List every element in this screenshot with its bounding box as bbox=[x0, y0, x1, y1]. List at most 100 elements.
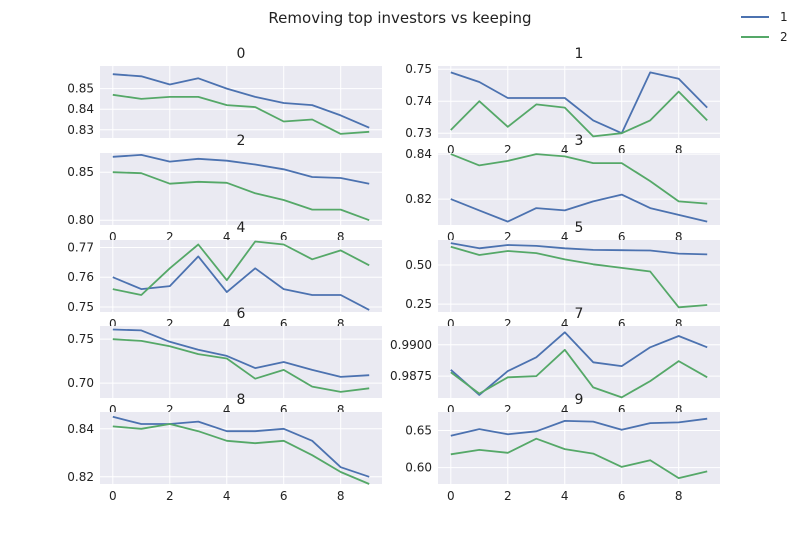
x-tick-label: 4 bbox=[223, 230, 231, 244]
y-tick-label: 0.84 bbox=[67, 102, 94, 116]
subplot-title: 0 bbox=[237, 46, 246, 62]
subplot-4: 40.750.760.770 2 4 6 8 bbox=[67, 220, 382, 331]
y-tick-label: 0.80 bbox=[67, 213, 94, 227]
x-tick-label: 4 bbox=[561, 403, 569, 417]
x-tick-label: 2 bbox=[166, 317, 174, 331]
series-line-1 bbox=[112, 153, 370, 185]
x-tick-label: 2 bbox=[504, 489, 512, 503]
x-tick-label: 2 bbox=[504, 403, 512, 417]
y-tick-label: 0.73 bbox=[405, 126, 432, 140]
x-tick-label: 6 bbox=[280, 317, 288, 331]
x-tick-label: 0 bbox=[447, 230, 455, 244]
x-tick-label: 8 bbox=[337, 403, 345, 417]
x-tick-label: 0 bbox=[109, 230, 117, 244]
series-line-2 bbox=[112, 171, 370, 222]
series-line-1 bbox=[450, 417, 708, 437]
legend-label-1: 1 bbox=[780, 10, 788, 24]
x-tick-label: 8 bbox=[337, 489, 345, 503]
x-tick-label: 8 bbox=[675, 403, 683, 417]
subplot-7: 7 0.9875 0.9900 0 2 4 6 8 bbox=[390, 306, 720, 417]
x-tick-label: 8 bbox=[675, 489, 683, 503]
x-tick-label: 8 bbox=[675, 317, 683, 331]
y-tick-label: 0.84 bbox=[67, 422, 94, 436]
x-tick-label: 2 bbox=[166, 230, 174, 244]
y-tick-label: 0.70 bbox=[67, 376, 94, 390]
y-tick-label: 0.82 bbox=[67, 470, 94, 484]
y-tick-label: 0.85 bbox=[67, 165, 94, 179]
plot-area bbox=[100, 412, 382, 484]
legend: 1 2 bbox=[741, 10, 788, 44]
y-tick-label: 0.75 bbox=[405, 62, 432, 76]
x-tick-label: 8 bbox=[337, 317, 345, 331]
series-line-1 bbox=[112, 415, 370, 478]
subplot-8: 8 0.82 0.84 0 2 4 6 8 bbox=[67, 392, 382, 503]
y-tick-label: 0.50 bbox=[405, 258, 432, 272]
x-tick-label: 2 bbox=[504, 317, 512, 331]
y-tick-label: 0.75 bbox=[67, 332, 94, 346]
plot-area bbox=[438, 412, 720, 484]
series-line-2 bbox=[450, 437, 708, 480]
y-tick-label: 0.9900 bbox=[390, 338, 432, 352]
subplot-0: 0 0.83 0.84 0.85 bbox=[67, 46, 382, 138]
x-tick-label: 6 bbox=[280, 489, 288, 503]
y-tick-label: 0.82 bbox=[405, 192, 432, 206]
series-line-2 bbox=[450, 348, 708, 399]
series-line-2 bbox=[450, 90, 708, 138]
subplot-title: 8 bbox=[237, 392, 246, 408]
subplot-9: 9 0.60 0.65 0 2 4 6 8 bbox=[405, 392, 720, 503]
x-tick-label: 0 bbox=[447, 143, 455, 157]
y-tick-label: 0.77 bbox=[67, 240, 94, 254]
x-tick-label: 2 bbox=[504, 230, 512, 244]
y-tick-label: 0.84 bbox=[405, 147, 432, 161]
subplot-title: 9 bbox=[575, 392, 584, 408]
x-tick-label: 4 bbox=[223, 317, 231, 331]
subplot-6: 6 0.70 0.75 0 2 4 6 8 bbox=[67, 306, 382, 417]
y-tick-label: 0.25 bbox=[405, 297, 432, 311]
x-tick-label: 0 bbox=[109, 403, 117, 417]
x-tick-label: 0 bbox=[109, 317, 117, 331]
series-line-2 bbox=[450, 245, 708, 309]
y-tick-label: 0.74 bbox=[405, 94, 432, 108]
x-tick-label: 4 bbox=[223, 403, 231, 417]
chart-title: Removing top investors vs keeping bbox=[268, 9, 531, 27]
series-line-1 bbox=[112, 328, 370, 378]
subplot-title: 5 bbox=[575, 220, 584, 236]
series-line-1 bbox=[450, 331, 708, 396]
x-tick-label: 6 bbox=[618, 230, 626, 244]
series-line-2 bbox=[450, 153, 708, 205]
x-tick-label: 6 bbox=[280, 403, 288, 417]
x-tick-label: 4 bbox=[561, 489, 569, 503]
y-tick-label: 0.65 bbox=[405, 424, 432, 438]
subplot-title: 1 bbox=[575, 46, 584, 62]
x-tick-label: 2 bbox=[166, 489, 174, 503]
series-line-1 bbox=[112, 73, 370, 129]
subplot-1: 1 0.73 0.74 0.75 0 2 4 6 8 bbox=[405, 46, 720, 157]
x-tick-label: 6 bbox=[618, 317, 626, 331]
y-tick-label: 0.60 bbox=[405, 461, 432, 475]
subplot-title: 2 bbox=[237, 133, 246, 149]
subplot-5: 5 0.25 0.50 0 2 4 6 8 bbox=[405, 220, 720, 331]
series-line-2 bbox=[112, 338, 370, 393]
x-tick-label: 0 bbox=[447, 317, 455, 331]
subplot-title: 3 bbox=[575, 133, 584, 149]
series-line-1 bbox=[450, 242, 708, 256]
x-tick-label: 0 bbox=[447, 403, 455, 417]
x-tick-label: 2 bbox=[166, 403, 174, 417]
x-tick-label: 0 bbox=[109, 489, 117, 503]
series-line-1 bbox=[450, 193, 708, 223]
x-tick-label: 6 bbox=[618, 143, 626, 157]
x-tick-label: 6 bbox=[618, 489, 626, 503]
subplot-title: 4 bbox=[237, 220, 246, 236]
plot-area bbox=[438, 240, 720, 312]
series-line-2 bbox=[112, 93, 370, 135]
series-line-2 bbox=[112, 423, 370, 485]
x-tick-label: 4 bbox=[223, 489, 231, 503]
y-tick-label: 0.9875 bbox=[390, 369, 432, 383]
x-tick-label: 2 bbox=[504, 143, 512, 157]
legend-label-2: 2 bbox=[780, 30, 788, 44]
series-line-2 bbox=[112, 240, 370, 296]
series-line-1 bbox=[450, 71, 708, 135]
x-tick-label: 4 bbox=[561, 230, 569, 244]
series-line-1 bbox=[112, 255, 370, 311]
